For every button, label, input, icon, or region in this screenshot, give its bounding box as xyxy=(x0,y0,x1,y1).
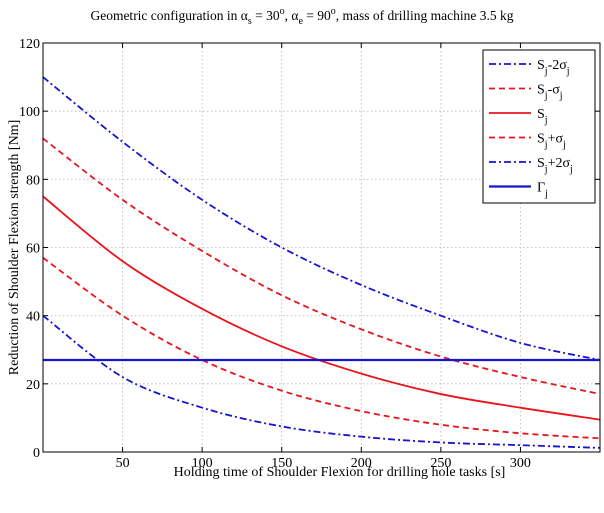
alpha-e-symbol: α xyxy=(291,8,298,23)
x-tick-label: 300 xyxy=(510,456,531,471)
y-tick-label: 120 xyxy=(19,37,40,52)
y-tick-label: 80 xyxy=(26,173,40,188)
chart-title: Geometric configuration in αs = 30o, αe … xyxy=(90,6,513,27)
series-line-s xyxy=(43,196,600,419)
x-tick-label: 50 xyxy=(116,456,130,471)
y-tick-label: 20 xyxy=(26,378,40,393)
series-line-s_plus_2sigma xyxy=(43,316,600,448)
y-axis-label: Reduction of Shoulder Flexion strength [… xyxy=(7,120,22,375)
y-tick-labels: 0 20 40 60 80 100 120 xyxy=(19,37,40,461)
y-tick-label: 100 xyxy=(19,105,40,120)
alpha-s-symbol: α xyxy=(241,8,248,23)
y-tick-label: 40 xyxy=(26,310,40,325)
y-tick-label: 60 xyxy=(26,242,40,257)
series-line-s_plus_sigma xyxy=(43,258,600,439)
y-tick-label: 0 xyxy=(33,446,40,461)
x-axis-label: Holding time of Shoulder Flexion for dri… xyxy=(174,465,506,480)
